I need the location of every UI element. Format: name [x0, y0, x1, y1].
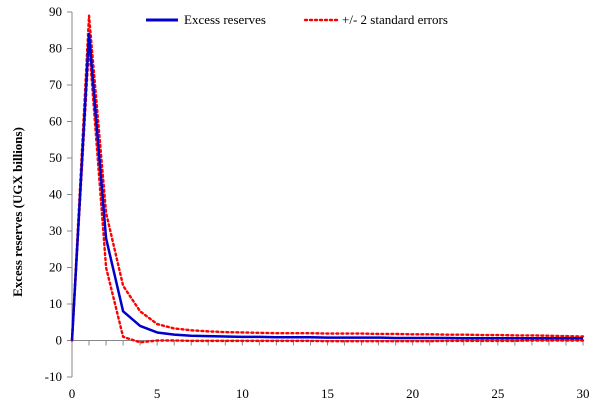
y-tick-label: 30 [49, 223, 62, 238]
y-tick-label: -10 [45, 369, 62, 384]
series-layer [70, 14, 585, 344]
axes: -10 0 10 20 30 40 50 60 70 80 90 0 5 10 15 20 25 30 [45, 4, 590, 401]
y-tick-label: 10 [49, 296, 62, 311]
y-tick-label: 80 [49, 41, 62, 56]
y-tick-label: 50 [49, 150, 62, 165]
y-tick-label: 60 [49, 114, 62, 129]
y-tick-label: 90 [49, 4, 62, 19]
y-tick-label: 70 [49, 77, 62, 92]
legend-label-excess-reserves: Excess reserves [184, 12, 266, 27]
y-tick-label: 40 [49, 187, 62, 202]
x-tick-label: 25 [491, 386, 504, 401]
y-axis-title: Excess reserves (UGX billions) [10, 127, 25, 297]
series-line-excess-reserves [70, 32, 583, 341]
series-line-standard-error-band [70, 43, 585, 344]
x-tick-label: 5 [154, 386, 161, 401]
series-line-standard-error-band [70, 14, 585, 342]
x-tick-label: 10 [236, 386, 249, 401]
legend: Excess reserves +/- 2 standard errors [146, 12, 448, 27]
y-tick-label: 0 [56, 333, 63, 348]
x-tick-label: 15 [321, 386, 334, 401]
x-tick-label: 0 [69, 386, 76, 401]
legend-label-standard-errors: +/- 2 standard errors [342, 12, 448, 27]
y-tick-label: 20 [49, 260, 62, 275]
x-tick-label: 20 [406, 386, 419, 401]
x-tick-label: 30 [577, 386, 590, 401]
